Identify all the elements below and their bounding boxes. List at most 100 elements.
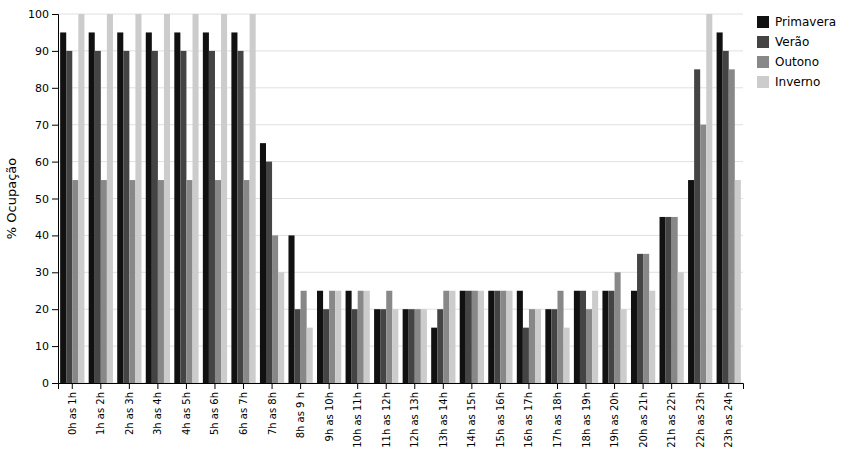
bar	[323, 309, 329, 383]
x-tick-label: 2h as 3h	[124, 392, 135, 435]
bar	[449, 291, 455, 383]
bar	[660, 217, 666, 383]
y-tick: 20	[35, 303, 58, 316]
bar	[706, 14, 712, 383]
bar	[186, 180, 192, 383]
y-tick-label: 90	[35, 45, 49, 58]
x-tick-mark	[214, 383, 215, 389]
y-tick: 30	[35, 266, 58, 279]
bar-series	[78, 14, 741, 383]
bar	[193, 14, 199, 383]
bar	[66, 51, 72, 383]
bar	[203, 32, 209, 383]
x-tick-mark	[443, 383, 444, 389]
y-tick: 70	[35, 119, 58, 132]
x-tick-label: 6h as 7h	[238, 392, 249, 435]
x-tick-mark	[528, 383, 529, 389]
x-tick-label: 22h as 23h	[695, 392, 706, 448]
bar	[346, 291, 352, 383]
x-tick-label: 12h as 13h	[409, 392, 420, 448]
x-tick-label: 3h as 4h	[152, 392, 163, 435]
y-tick-label: 60	[35, 156, 49, 169]
x-tick: 13h as 14h	[438, 383, 449, 448]
x-tick-mark	[671, 383, 672, 389]
x-tick-label: 8h as 9 h	[295, 392, 306, 438]
bar	[586, 309, 592, 383]
x-tick: 21h as 22h	[666, 383, 677, 448]
bar	[278, 272, 284, 383]
bar	[215, 180, 221, 383]
grid-line	[58, 124, 743, 125]
x-tick-mark	[300, 383, 301, 389]
bar	[688, 180, 694, 383]
bar	[678, 272, 684, 383]
bar	[89, 32, 95, 383]
y-tick-label: 40	[35, 229, 49, 242]
chart-svg: 01020304050607080901000h as 1h1h as 2h2h…	[0, 0, 853, 455]
bar	[666, 217, 672, 383]
bar	[649, 291, 655, 383]
y-tick: 10	[35, 340, 58, 353]
y-tick: 60	[35, 156, 58, 169]
y-tick-mark	[52, 14, 58, 15]
bar	[146, 32, 152, 383]
x-tick: 14h as 15h	[466, 383, 477, 448]
x-tick: 1h as 2h	[95, 383, 106, 435]
bar	[615, 272, 621, 383]
x-axis-line	[59, 384, 744, 390]
bar	[529, 309, 535, 383]
bar	[266, 162, 272, 383]
x-tick-mark	[728, 383, 729, 389]
x-tick: 6h as 7h	[238, 383, 249, 435]
x-tick: 18h as 19h	[581, 383, 592, 448]
bar	[672, 217, 678, 383]
bar	[272, 235, 278, 383]
bar	[374, 309, 380, 383]
bar	[535, 309, 541, 383]
legend: PrimaveraVerãoOutonoInverno	[757, 15, 836, 89]
bar	[621, 309, 627, 383]
bar	[545, 309, 551, 383]
x-tick-mark	[700, 383, 701, 389]
bar	[735, 180, 741, 383]
x-tick: 7h as 8h	[267, 383, 278, 435]
plot-area: 01020304050607080901000h as 1h1h as 2h2h…	[28, 8, 744, 448]
y-tick-label: 10	[35, 340, 49, 353]
x-tick: 2h as 3h	[124, 383, 135, 435]
legend-swatch	[757, 16, 769, 28]
x-tick-mark	[386, 383, 387, 389]
bar	[523, 328, 529, 383]
bar	[250, 14, 256, 383]
x-tick-label: 4h as 5h	[181, 392, 192, 435]
x-tick-mark	[100, 383, 101, 389]
bar	[329, 291, 335, 383]
legend-swatch	[757, 76, 769, 88]
bar	[364, 291, 370, 383]
grid-line	[58, 161, 743, 162]
x-tick: 5h as 6h	[209, 383, 220, 435]
legend-label: Verão	[775, 35, 809, 49]
x-tick: 22h as 23h	[695, 383, 706, 448]
y-tick-mark	[52, 125, 58, 126]
bar	[592, 291, 598, 383]
y-tick: 90	[35, 45, 58, 58]
y-tick-label: 80	[35, 82, 49, 95]
bar	[158, 180, 164, 383]
bar	[500, 291, 506, 383]
bar	[421, 309, 427, 383]
y-tick-label: 30	[35, 266, 49, 279]
bar	[237, 51, 243, 383]
bar	[494, 291, 500, 383]
x-tick: 15h as 16h	[495, 383, 506, 448]
bar	[517, 291, 523, 383]
x-tick-label: 7h as 8h	[267, 392, 278, 435]
y-axis: 0102030405060708090100	[28, 8, 59, 390]
bar	[551, 309, 557, 383]
bar	[231, 32, 237, 383]
x-tick-label: 10h as 11h	[352, 392, 363, 448]
x-tick-label: 5h as 6h	[209, 392, 220, 435]
bar	[564, 328, 570, 383]
bar	[723, 51, 729, 383]
bar	[358, 291, 364, 383]
x-tick-label: 20h as 21h	[638, 392, 649, 448]
